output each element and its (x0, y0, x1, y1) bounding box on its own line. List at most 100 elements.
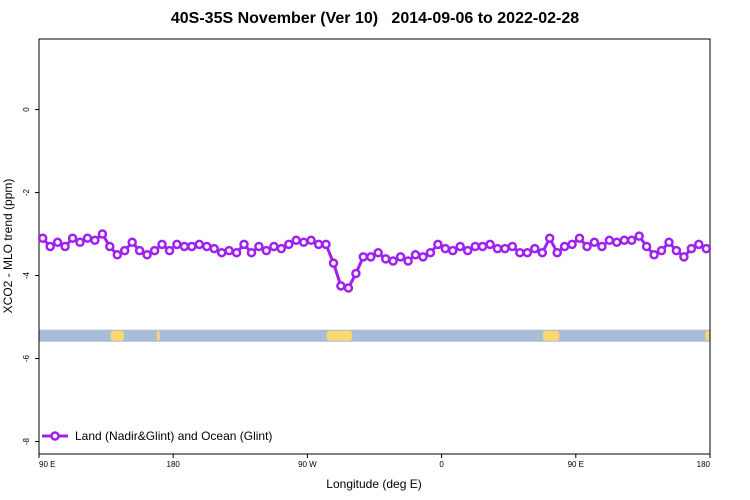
data-point (485, 239, 495, 250)
x-tick-label: 180 (697, 460, 711, 469)
data-point (52, 237, 63, 248)
x-axis-label: Longitude (deg E) (326, 477, 421, 491)
land-patch (156, 330, 160, 341)
data-point (343, 283, 354, 293)
data-point (254, 241, 264, 252)
y-axis-label: XCO2 - MLO trend (ppm) (1, 179, 15, 314)
data-point (105, 241, 115, 252)
data-point (209, 243, 219, 254)
ocean-band (39, 329, 710, 342)
y-tick-label: -6 (22, 354, 31, 362)
data-point (276, 243, 287, 254)
data-point (582, 241, 592, 252)
data-point (45, 241, 55, 252)
data-point (477, 241, 488, 252)
data-point (686, 243, 697, 254)
land-patch (326, 330, 353, 341)
data-point (75, 237, 85, 248)
land-patch (542, 330, 560, 341)
data-point (373, 247, 383, 258)
data-point (216, 247, 227, 258)
data-point (530, 243, 540, 254)
data-point (313, 239, 324, 250)
x-tick-label: 90 E (39, 460, 55, 469)
chart-title: 40S-35S November (Ver 10) 2014-09-06 to … (170, 10, 580, 27)
data-point (694, 239, 704, 250)
data-point (157, 239, 167, 250)
series-layer (37, 229, 712, 293)
data-point (351, 268, 361, 279)
x-tick-label: 0 (439, 460, 444, 469)
data-point (231, 247, 242, 258)
y-tick-label: -4 (22, 271, 31, 279)
data-point (172, 239, 182, 250)
data-point (619, 235, 630, 246)
data-point (187, 241, 197, 252)
data-point (358, 252, 369, 262)
data-point (634, 231, 644, 241)
data-point (246, 247, 257, 258)
data-point (626, 235, 637, 246)
data-point (112, 250, 123, 260)
data-point (269, 241, 279, 252)
data-point (127, 237, 137, 248)
data-point (507, 241, 518, 252)
data-point (589, 237, 600, 248)
data-point (664, 237, 674, 248)
data-point (701, 243, 712, 254)
legend-marker-swatch (50, 431, 60, 441)
data-point (97, 229, 108, 239)
x-axis: 90 E 180 90 W 0 90 E 180 (38, 454, 711, 469)
data-point (492, 243, 503, 254)
data-point (194, 239, 205, 250)
data-point (679, 252, 689, 262)
x-tick-label: 90 E (568, 460, 584, 469)
data-point (604, 235, 615, 246)
data-point (410, 250, 421, 260)
data-point (134, 245, 145, 256)
data-point (612, 237, 622, 248)
data-point (60, 241, 70, 252)
data-point (470, 241, 480, 252)
x-tick-label: 90 W (298, 460, 317, 469)
data-point (164, 245, 175, 256)
data-point (500, 243, 510, 254)
data-point (380, 254, 391, 264)
legend: Land (Nadir&Glint) and Ocean (Glint) (42, 429, 272, 443)
data-point (306, 235, 316, 246)
data-point (552, 247, 562, 258)
data-point (425, 247, 436, 258)
data-point (544, 233, 555, 243)
land-patch (110, 330, 124, 341)
data-point (366, 252, 376, 262)
data-point (597, 241, 607, 252)
y-axis: 0 -2 -4 -6 -8 (22, 107, 39, 445)
data-point (119, 245, 130, 256)
data-point (448, 245, 458, 256)
data-point (202, 241, 212, 252)
x-tick-label: 180 (167, 460, 181, 469)
legend-label: Land (Nadir&Glint) and Ocean (Glint) (75, 429, 272, 443)
y-tick-label: -2 (22, 188, 31, 196)
data-point (328, 258, 339, 268)
data-point (395, 252, 406, 262)
data-point (649, 250, 659, 260)
data-point (298, 237, 309, 248)
land-patch (705, 330, 710, 341)
data-point (321, 239, 331, 250)
data-point (67, 233, 78, 243)
data-point (656, 245, 667, 256)
data-point (284, 239, 294, 250)
data-point (149, 245, 160, 256)
data-point (37, 233, 48, 243)
data-point (641, 241, 652, 252)
data-point (522, 247, 533, 258)
data-point (239, 239, 249, 250)
data-point (179, 241, 190, 252)
data-point (261, 245, 272, 256)
data-point (440, 243, 451, 254)
data-point (537, 247, 548, 258)
data-point (433, 239, 443, 250)
data-point (671, 245, 682, 256)
